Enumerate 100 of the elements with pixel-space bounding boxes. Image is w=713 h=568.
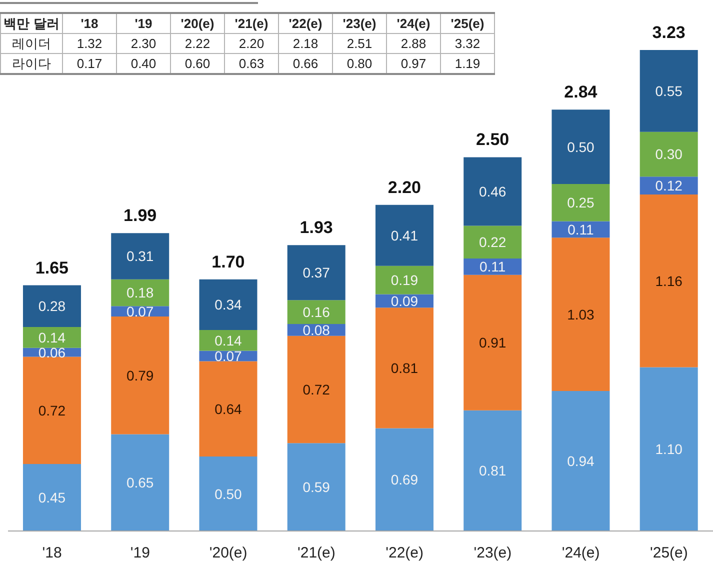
bar [375,428,434,531]
total-label: 2.84 [564,82,598,102]
x-tick-label: '22(e) [386,544,424,562]
bar [287,245,346,300]
bar [640,50,698,132]
data-label: 0.69 [390,472,418,488]
data-label: 0.12 [655,178,683,194]
data-label: 0.63 [224,54,278,74]
data-label: 0.37 [302,264,330,281]
x-tick-label: '23(e) [474,544,512,562]
bar [199,279,258,330]
y-axis-title: 백만 달러 [0,13,62,34]
x-tick-label: '24(e) [386,13,440,34]
bar [640,194,698,368]
data-label: 0.14 [38,329,66,346]
bar [375,308,434,428]
data-label: 0.97 [386,54,440,74]
data-label: 2.88 [386,34,440,54]
x-tick-label: '25(e) [650,544,688,562]
data-label: 0.60 [170,54,224,74]
bar [640,132,698,177]
x-tick-label: '24(e) [562,544,600,562]
data-label: 0.31 [126,248,154,264]
bar [552,110,610,184]
data-label: 0.50 [214,486,242,502]
data-label: 0.59 [302,479,330,496]
data-label: 0.50 [567,138,595,155]
data-label: 2.18 [278,34,332,54]
data-label: 0.22 [478,234,506,250]
bar [111,279,170,306]
data-label: 0.16 [302,304,330,320]
bar [464,226,522,258]
data-label: 0.79 [126,367,154,384]
data-label: 0.34 [214,296,242,313]
bar [22,285,81,327]
total-label: 1.65 [35,258,69,278]
data-label: 0.80 [332,54,386,74]
data-label: 0.07 [214,348,242,364]
data-label: 0.91 [478,334,506,351]
x-tick-label: '21(e) [224,13,278,34]
bar [22,356,81,464]
x-tick-label: '18 [42,544,62,562]
data-label: 0.11 [479,258,506,275]
data-label: 0.46 [478,183,506,200]
bar [199,330,258,351]
bar [552,238,610,392]
bar [111,233,170,280]
x-tick-label: '21(e) [297,544,336,562]
data-label: 0.41 [390,227,418,244]
x-tick-label: '25(e) [440,13,494,34]
bar [287,336,346,444]
data-label: 0.55 [655,82,683,99]
data-label: 2.20 [224,34,278,54]
bar [552,391,610,531]
data-label: 1.32 [62,34,116,54]
total-label: 1.99 [124,206,157,226]
bar [199,456,258,531]
bar [552,184,610,222]
x-tick-label: '23(e) [332,13,386,34]
data-label: 2.51 [332,34,386,54]
data-label: 0.45 [38,489,66,506]
bar [22,326,81,348]
data-label: 0.30 [655,146,683,162]
data-label: 0.72 [38,402,66,418]
bar [111,434,170,531]
total-label: 3.23 [652,23,686,42]
bar [287,443,346,531]
bar [375,204,434,266]
data-label: 0.14 [214,332,242,348]
data-label: 2.22 [170,34,224,54]
total-label: 2.20 [388,178,422,197]
data-label: 0.81 [390,360,418,376]
data-label: 1.16 [655,272,683,289]
data-label: 0.18 [126,284,154,301]
data-label: 0.66 [278,54,332,74]
total-label: 1.70 [212,252,245,272]
data-label: 0.64 [214,400,242,417]
bar [199,361,258,457]
bar [640,367,698,531]
data-label: 0.11 [568,221,594,238]
data-label: 0.28 [38,298,66,314]
total-label: 1.93 [300,218,333,238]
bar [464,157,522,226]
bar [464,258,522,275]
bar [464,274,522,410]
bar [22,464,81,531]
data-label: 2.30 [116,34,170,54]
data-label: 0.72 [302,382,330,398]
x-tick-label: '19 [130,544,150,562]
x-tick-label: '20(e) [209,544,248,562]
total-label: 2.50 [476,130,510,150]
data-label: 1.19 [440,54,494,74]
x-tick-label: '18 [62,13,116,34]
bar [640,176,698,194]
x-tick-label: '20(e) [170,13,224,34]
bar [287,300,346,324]
data-label: 0.06 [38,344,66,360]
data-label: 0.08 [302,322,330,338]
data-label: 1.10 [655,441,683,458]
bar [111,316,170,434]
